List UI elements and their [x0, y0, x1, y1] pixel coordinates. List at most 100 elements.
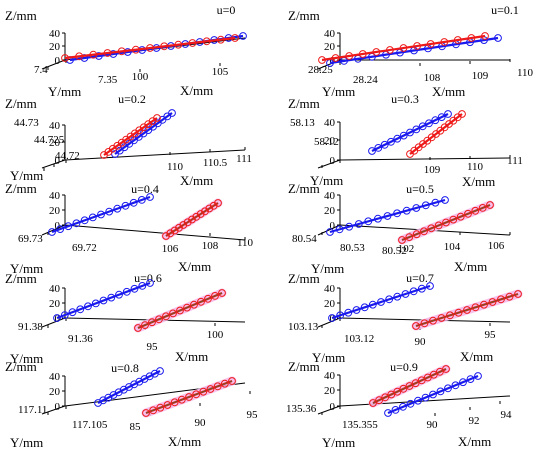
z-tick-label: 0 — [55, 313, 61, 325]
x-tick-label: 108 — [202, 240, 219, 252]
blue-series-point — [130, 284, 139, 293]
z-tick-label: 40 — [324, 370, 336, 382]
blue-series-point — [412, 204, 421, 212]
x-tick-label: 92 — [469, 415, 480, 427]
y-axis-label: Y/mm — [310, 173, 343, 188]
y-axis-label: Y/mm — [10, 435, 43, 450]
x-tick-label: 105 — [212, 66, 229, 78]
y-tick-label: 28.24 — [353, 74, 378, 86]
y-axis-line — [41, 224, 66, 236]
y-axis-label: Y/mm — [322, 435, 355, 450]
blue-series-point — [354, 220, 363, 228]
blue-series-point — [107, 293, 116, 302]
y-axis-label: Y/mm — [322, 84, 355, 99]
x-tick-label: 111 — [236, 153, 252, 165]
blue-series-point — [336, 311, 345, 320]
red-series-point — [464, 209, 472, 218]
z-tick-label: 20 — [324, 298, 336, 310]
z-axis-label: Z/mm — [5, 8, 37, 23]
y-axis-label: Y/mm — [10, 261, 43, 276]
z-tick-label: 40 — [49, 120, 61, 132]
red-series-point — [163, 401, 172, 409]
red-series-point — [463, 306, 471, 314]
y-axis-label: Y/mm — [311, 261, 344, 276]
blue-series-line — [329, 36, 499, 65]
subplot-title: u=0.1 — [491, 3, 519, 17]
x-tick-label: 100 — [207, 329, 224, 341]
red-series-point — [183, 218, 192, 227]
red-series-point — [434, 221, 443, 230]
x-axis-line — [339, 157, 511, 161]
subplot-u-0-8: 40 20 0 117.11 117.105 85 90 95 Z/mm Y/mm X/mm u=0.… — [5, 359, 258, 450]
blue-series-point — [60, 311, 69, 320]
x-axis-label: X/mm — [175, 349, 208, 364]
blue-series-point — [91, 299, 100, 308]
red-series-point — [146, 44, 154, 52]
blue-series-point — [384, 409, 392, 417]
z-tick-label: 40 — [49, 28, 61, 40]
z-tick-label: 0 — [330, 155, 336, 167]
blue-series-point — [56, 225, 65, 234]
blue-series-line — [114, 112, 173, 155]
red-series-point — [331, 54, 340, 62]
red-series-point — [211, 292, 219, 300]
red-series-point — [480, 300, 488, 309]
blue-series-point — [441, 196, 449, 204]
blue-series-point — [436, 387, 445, 396]
blue-series-point — [121, 201, 130, 210]
blue-series-point — [466, 375, 475, 384]
blue-series-point — [122, 287, 131, 296]
blue-series-point — [421, 201, 430, 210]
blue-series-point — [412, 125, 421, 134]
blue-series-point — [328, 314, 336, 322]
red-series-line — [64, 36, 236, 60]
z-tick-label: 40 — [324, 190, 336, 202]
subplot-u-0-2: 40 20 0 44.73 44.725 44.72 110 110.5 111 Z/mm Y/mm… — [5, 92, 252, 188]
red-series-point — [169, 309, 177, 318]
y-tick-label: 135.36 — [286, 403, 317, 415]
red-series-point — [358, 50, 367, 58]
blue-series-point — [414, 396, 422, 405]
red-series-point — [456, 212, 465, 221]
subplot-u-0-7: 40 20 0 103.13 103.12 90 95 Z/mm Y/mm X/mm u=0.7 — [288, 271, 523, 365]
y-tick-label: 44.73 — [14, 117, 39, 129]
red-series-point — [405, 233, 414, 242]
blue-series-point — [109, 50, 118, 58]
red-series-line — [409, 113, 463, 155]
red-series-point — [192, 390, 201, 399]
y-axis-label: Y/mm — [312, 350, 345, 365]
red-series-point — [216, 35, 225, 44]
x-tick-label: 104 — [444, 241, 461, 253]
blue-series-point — [360, 303, 369, 312]
red-series-point — [197, 297, 205, 306]
blue-series-line — [56, 281, 151, 320]
z-tick-label: 0 — [55, 155, 61, 167]
blue-series-point — [105, 207, 114, 216]
red-series-point — [199, 387, 208, 396]
blue-series-point — [156, 367, 164, 375]
subplot-title: u=0.5 — [406, 182, 434, 196]
red-series-point — [471, 206, 480, 215]
z-tick-label: 0 — [330, 313, 336, 325]
red-series-point — [141, 321, 149, 330]
red-series-point — [478, 204, 487, 212]
red-series-point — [103, 49, 112, 57]
red-series-core — [415, 293, 519, 327]
y-tick-label: 7.35 — [98, 74, 118, 86]
blue-series-point — [137, 196, 146, 204]
y-axis-line — [41, 405, 66, 415]
red-series-point — [426, 40, 435, 48]
subplot-u-0-6: 40 20 0 91.38 91.36 95 100 Z/mm Y/mm X/mm u=0.6 — [5, 271, 246, 366]
red-series-point — [399, 44, 408, 52]
red-series-point — [160, 42, 169, 51]
y-tick-label: 7.4 — [34, 64, 48, 76]
y-tick-label: 69.72 — [72, 242, 97, 254]
red-series-point — [206, 385, 215, 393]
red-series-point — [117, 47, 126, 56]
x-axis-label: X/mm — [462, 174, 495, 189]
z-axis-label: Z/mm — [288, 271, 320, 286]
blue-series-point — [352, 306, 361, 314]
blue-series-point — [364, 217, 373, 226]
red-series-point — [318, 56, 326, 64]
z-axis-label: Z/mm — [5, 359, 37, 374]
